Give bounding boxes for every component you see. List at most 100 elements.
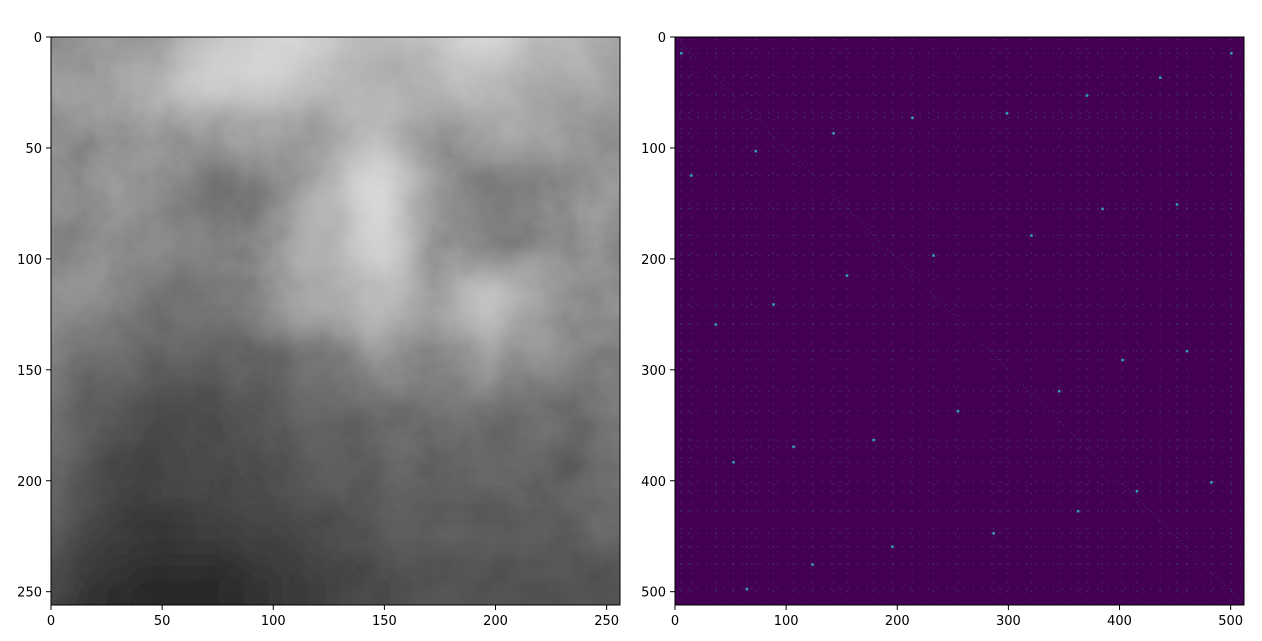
matrix-dot: [755, 403, 757, 405]
matrix-dot: [795, 117, 797, 119]
matrix-dot: [1221, 174, 1223, 177]
matrix-dot: [1168, 532, 1170, 534]
matrix-dot: [957, 208, 959, 210]
matrix-dot: [911, 163, 913, 165]
matrix-dot: [1017, 112, 1019, 114]
matrix-dot: [1210, 297, 1212, 299]
matrix-dot: [892, 490, 895, 492]
matrix-dot: [946, 274, 948, 277]
matrix-dot: [772, 350, 774, 352]
matrix-dot: [732, 119, 734, 121]
matrix-dot: [811, 492, 813, 494]
matrix-dot: [792, 145, 795, 148]
matrix-dot: [772, 590, 774, 592]
matrix-dot: [999, 112, 1001, 114]
matrix-dot: [1101, 403, 1103, 405]
matrix-dot: [741, 588, 743, 590]
matrix-dot: [706, 410, 708, 412]
matrix-dot: [848, 445, 850, 448]
matrix-dot: [892, 390, 895, 392]
matrix-dot: [883, 461, 886, 463]
matrix-dot: [821, 208, 823, 210]
matrix-dot: [1121, 119, 1123, 121]
matrix-dot: [872, 492, 875, 494]
matrix-dot: [1195, 510, 1197, 512]
matrix-dot: [811, 457, 813, 459]
matrix-dot: [1136, 163, 1138, 165]
matrix-dot: [883, 150, 886, 152]
matrix-dot: [690, 110, 692, 112]
matrix-dot: [932, 350, 935, 352]
matrix-dot: [741, 303, 743, 305]
matrix-dot: [792, 101, 795, 103]
matrix-dot: [1136, 474, 1138, 477]
matrix-dot: [759, 350, 761, 352]
matrix-dot: [746, 465, 748, 468]
matrix-dot: [1239, 359, 1241, 361]
matrix-dot: [1168, 132, 1170, 134]
matrix-dot: [1106, 77, 1108, 79]
matrix-dot: [755, 101, 757, 103]
matrix-bright-value: [891, 545, 894, 548]
matrix-dot: [759, 545, 761, 548]
matrix-dot: [872, 554, 875, 557]
matrix-dot: [992, 163, 995, 165]
matrix-dot: [1088, 439, 1090, 441]
matrix-dot: [715, 410, 717, 412]
matrix-dot: [911, 359, 913, 361]
matrix-dot: [688, 445, 690, 448]
matrix-bright-value: [1121, 358, 1124, 362]
matrix-dot: [803, 410, 806, 412]
matrix-dot: [697, 490, 699, 492]
matrix-dot: [1121, 483, 1123, 485]
matrix-dot: [1239, 117, 1241, 119]
matrix-dot: [680, 217, 682, 219]
matrix-dot: [911, 57, 913, 59]
matrix-dot: [992, 128, 995, 130]
matrix-dot: [875, 390, 877, 392]
matrix-dot: [1121, 403, 1123, 405]
matrix-dot: [857, 94, 859, 96]
matrix-dot: [706, 323, 708, 325]
matrix-dot: [1186, 48, 1188, 50]
matrix-dot: [1123, 174, 1126, 177]
matrix-dot: [1159, 101, 1161, 103]
matrix-dot: [811, 599, 813, 601]
matrix-dot: [1030, 394, 1032, 397]
matrix-dot: [755, 65, 757, 68]
matrix-dot: [690, 234, 692, 237]
matrix-dot: [690, 74, 692, 76]
matrix-dot: [946, 323, 948, 325]
matrix-dot: [875, 359, 877, 361]
matrix-dot: [981, 359, 983, 361]
matrix-dot: [1086, 154, 1088, 157]
matrix-dot: [872, 57, 875, 59]
matrix-dot: [932, 243, 935, 245]
matrix-dot: [1168, 77, 1170, 79]
matrix-dot: [688, 234, 690, 237]
matrix-dot: [772, 581, 774, 583]
matrix-dot: [830, 52, 832, 54]
matrix-dot: [839, 203, 841, 205]
matrix-dot: [1150, 359, 1152, 361]
matrix-dot: [1035, 532, 1037, 534]
matrix-dot: [1159, 323, 1161, 325]
matrix-dot: [1106, 445, 1108, 448]
matrix-dot: [1008, 510, 1010, 512]
matrix-dot: [1086, 57, 1088, 59]
matrix-dot: [891, 225, 893, 228]
matrix-dot: [946, 510, 948, 512]
matrix-dot: [1077, 439, 1079, 441]
matrix-dot: [812, 410, 815, 412]
matrix-dot: [1221, 410, 1223, 412]
matrix-dot: [1210, 377, 1212, 379]
matrix-dot: [919, 510, 921, 512]
matrix-dot: [1035, 359, 1037, 361]
matrix-dot: [1239, 52, 1241, 54]
matrix-dot: [891, 57, 893, 59]
matrix-dot: [1043, 588, 1046, 590]
matrix-dot: [1006, 465, 1008, 468]
matrix-dot: [679, 390, 681, 392]
matrix-dot: [1086, 457, 1088, 459]
matrix-dot: [1221, 52, 1223, 54]
